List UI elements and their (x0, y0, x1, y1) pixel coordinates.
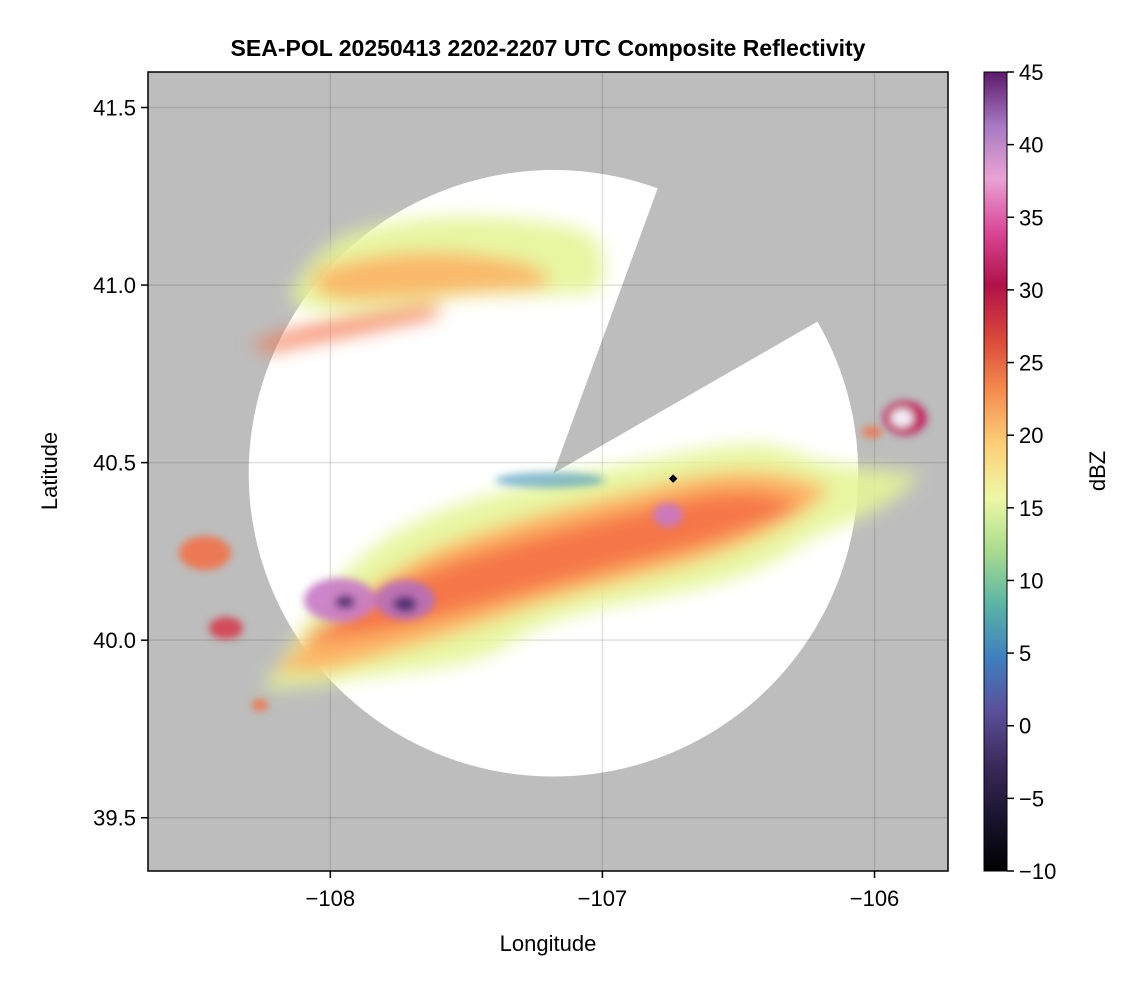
x-tick-label: −107 (578, 886, 628, 911)
x-tick-label: −108 (306, 886, 356, 911)
cell-far-southwest (252, 699, 268, 711)
colorbar-tick-label: −10 (1019, 859, 1056, 884)
x-tick-label: −106 (850, 886, 900, 911)
y-axis: 39.5 40.0 40.5 41.0 41.5 (93, 96, 148, 831)
cell-core-3 (653, 503, 683, 527)
echo-band-north (250, 216, 604, 352)
radar-marker (668, 474, 678, 483)
y-axis-label: Latitude (37, 432, 62, 510)
colorbar-tick-label: 0 (1019, 714, 1031, 739)
echo-north-streak (250, 304, 441, 352)
colorbar-tick-label: 15 (1019, 496, 1043, 521)
colorbar-tick-label: 30 (1019, 278, 1043, 303)
colorbar-tick-label: 25 (1019, 351, 1043, 376)
cell-west (179, 536, 231, 570)
y-tick-label: 40.5 (93, 451, 136, 476)
y-tick-label: 41.0 (93, 273, 136, 298)
colorbar-fill (984, 72, 1007, 871)
colorbar-tick-label: 10 (1019, 568, 1043, 593)
colorbar-tick-label: 45 (1019, 60, 1043, 85)
colorbar-tick-label: 5 (1019, 641, 1031, 666)
echo-north-mid (313, 252, 548, 301)
cell-core-dark-2 (335, 595, 355, 609)
echo-field (179, 216, 927, 711)
colorbar-tick-label: 35 (1019, 205, 1043, 230)
colorbar-frame (983, 71, 1008, 872)
colorbar-label: dBZ (1085, 451, 1110, 491)
cell-southwest (209, 617, 243, 639)
y-tick-label: 39.5 (93, 806, 136, 831)
cell-core-dark (393, 596, 417, 612)
cell-east-core (891, 409, 913, 427)
chart-title: SEA-POL 20250413 2202-2207 UTC Composite… (231, 35, 866, 61)
cell-north-edge (495, 472, 605, 488)
x-axis-label: Longitude (500, 931, 597, 956)
radar-site-marker (668, 474, 678, 483)
y-tick-label: 41.5 (93, 96, 136, 121)
plot-frame (147, 71, 949, 872)
colorbar-tick-label: −5 (1019, 786, 1044, 811)
x-axis: −108 −107 −106 (306, 871, 900, 911)
colorbar-tick-label: 40 (1019, 133, 1043, 158)
plot-area (148, 72, 948, 871)
colorbar: −10 −5 0 5 10 15 20 25 30 35 40 45 (983, 60, 1056, 884)
cell-east-small (862, 426, 882, 438)
colorbar-ticks: −10 −5 0 5 10 15 20 25 30 35 40 45 (1007, 60, 1056, 884)
colorbar-tick-label: 20 (1019, 423, 1043, 448)
y-tick-label: 40.0 (93, 628, 136, 653)
echo-cells (179, 401, 927, 711)
